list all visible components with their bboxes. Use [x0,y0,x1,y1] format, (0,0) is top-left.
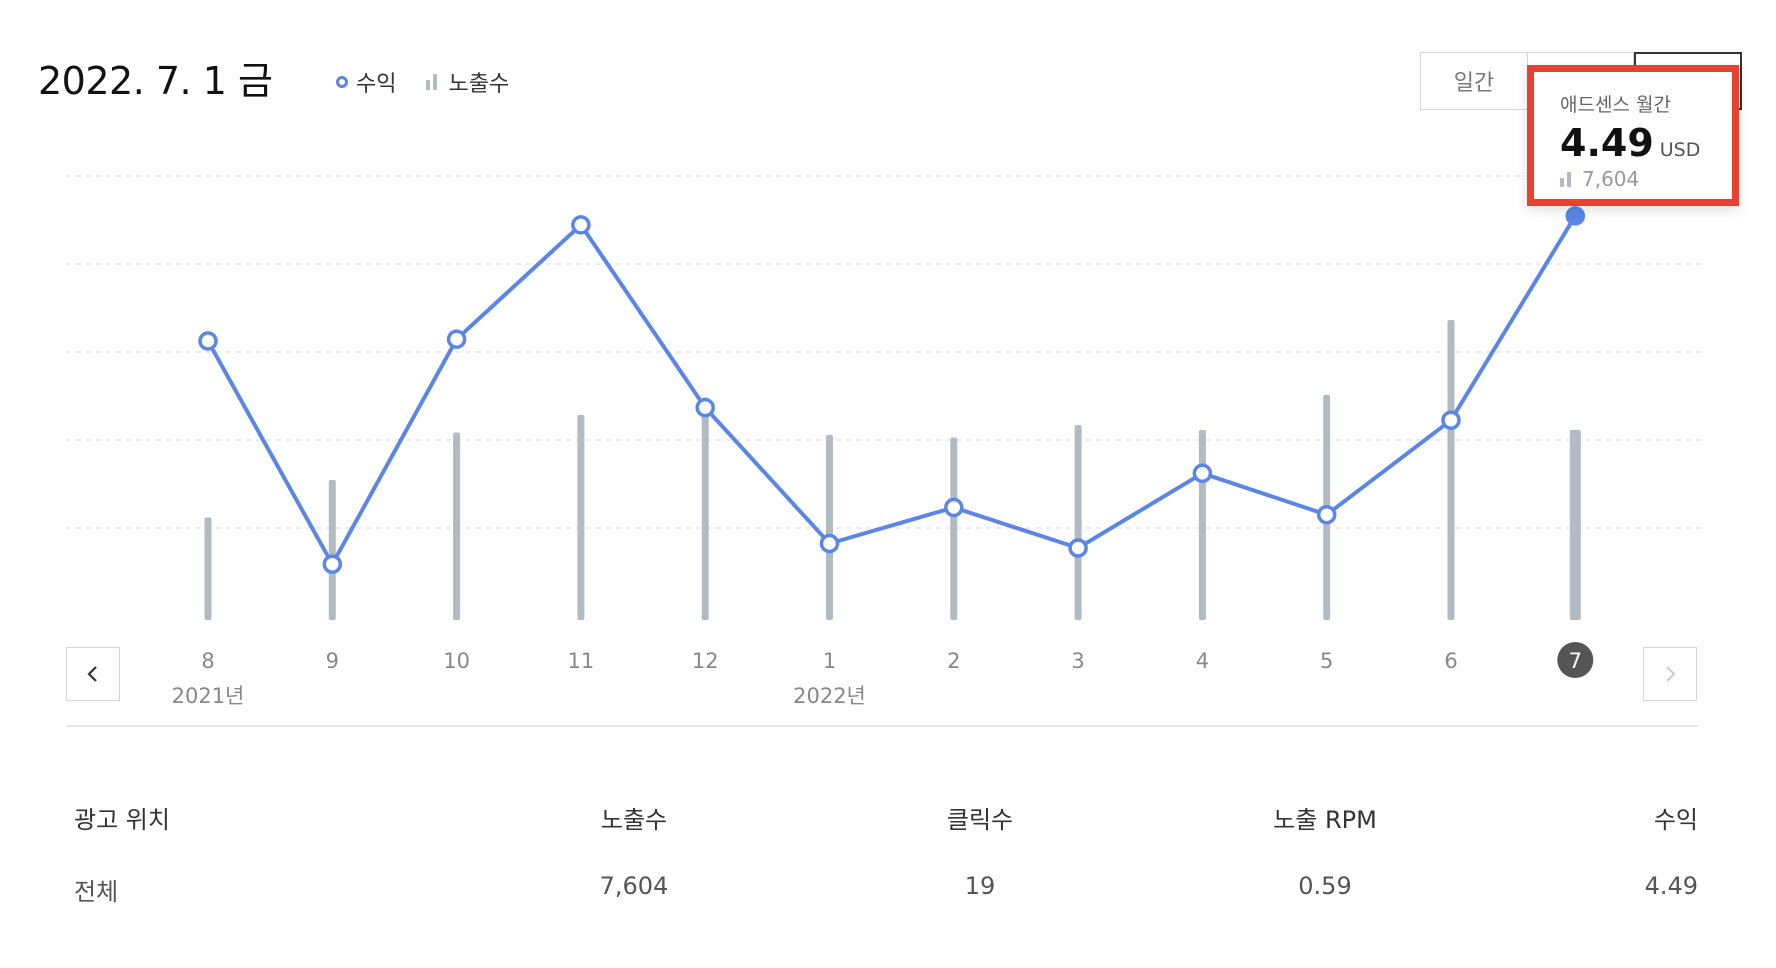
revenue-point [322,554,343,574]
revenue-line [206,214,1578,567]
x-tick-label: 12 [692,649,719,673]
legend-impressions-label: 노출수 [448,72,510,97]
x-tick-label: 3 [1071,649,1084,673]
tooltip-value-row: 4.49 USD [1560,121,1732,165]
legend-revenue: 수익 [336,66,396,98]
year-label: 2021년 [172,684,245,708]
impression-bar [1074,425,1082,620]
circle-marker-icon [336,76,348,88]
header-revenue: 수익 [1653,806,1698,834]
revenue-point [944,497,964,518]
header-impressions: 노출수 [600,806,668,834]
impression-bar [950,437,958,620]
legend-impressions: 노출수 [426,66,509,98]
x-tick-label: 8 [201,649,214,673]
tab-daily[interactable]: 일간 [1420,52,1528,110]
revenue-point [1316,504,1337,525]
chevron-right-icon [1666,666,1676,682]
legend-revenue-label: 수익 [356,72,397,97]
chevron-left-icon [87,666,97,682]
revenue-point [198,331,218,351]
impression-bar [826,435,833,620]
revenue-point [695,397,715,418]
impression-bar [701,397,709,620]
tooltip-unit: USD [1659,139,1701,161]
bar-marker-icon [1560,171,1574,187]
year-label: 2022년 [793,684,866,708]
x-tick-label: 11 [568,649,595,673]
x-tick-label: 2 [947,649,960,673]
header-clicks: 클릭수 [946,806,1014,834]
revenue-point [819,533,840,554]
x-tick-label: 5 [1320,649,1333,673]
header-rpm: 노출 RPM [1273,806,1377,834]
cell-revenue: 4.49 [1644,872,1698,900]
cell-rpm: 0.59 [1298,872,1352,900]
header-ad-position: 광고 위치 [74,806,170,834]
divider [66,725,1698,727]
impression-bar [1198,430,1206,620]
revenue-point [1441,410,1461,430]
x-tick-label: 10 [443,649,470,673]
revenue-point [571,215,591,235]
tooltip-title: 애드센스 월간 [1560,94,1671,116]
x-tick-label: 4 [1196,649,1209,673]
next-period-button[interactable] [1643,647,1697,701]
revenue-point [446,329,467,349]
selected-month-badge [1557,642,1594,678]
impression-bar [204,517,212,620]
cell-impressions: 7,604 [599,872,669,900]
x-tick-label: 7 [1569,649,1582,673]
prev-period-button[interactable] [66,647,120,701]
tooltip-impressions-row: 7,604 [1560,167,1732,191]
impression-bar [1447,320,1455,620]
revenue-point [1565,206,1586,226]
x-tick-label: 1 [823,649,836,673]
chart-legend: 수익 노출수 [336,66,539,98]
tooltip-impressions: 7,604 [1582,167,1640,191]
impression-bar [328,480,336,620]
bar-marker-icon [426,74,440,90]
impression-bar [453,432,461,620]
x-tick-label: 9 [326,649,339,673]
cell-ad-position: 전체 [74,878,119,906]
tooltip-value: 4.49 [1560,121,1654,165]
revenue-point [1192,463,1213,484]
x-tick-label: 6 [1444,649,1457,673]
cell-clicks: 19 [964,872,996,900]
impression-bar [1569,429,1581,620]
revenue-point [1068,538,1088,558]
page-title: 2022. 7. 1 금 [38,59,273,103]
impression-bar [577,415,585,620]
chart-tooltip: 애드센스 월간 4.49 USD 7,604 [1527,65,1739,206]
